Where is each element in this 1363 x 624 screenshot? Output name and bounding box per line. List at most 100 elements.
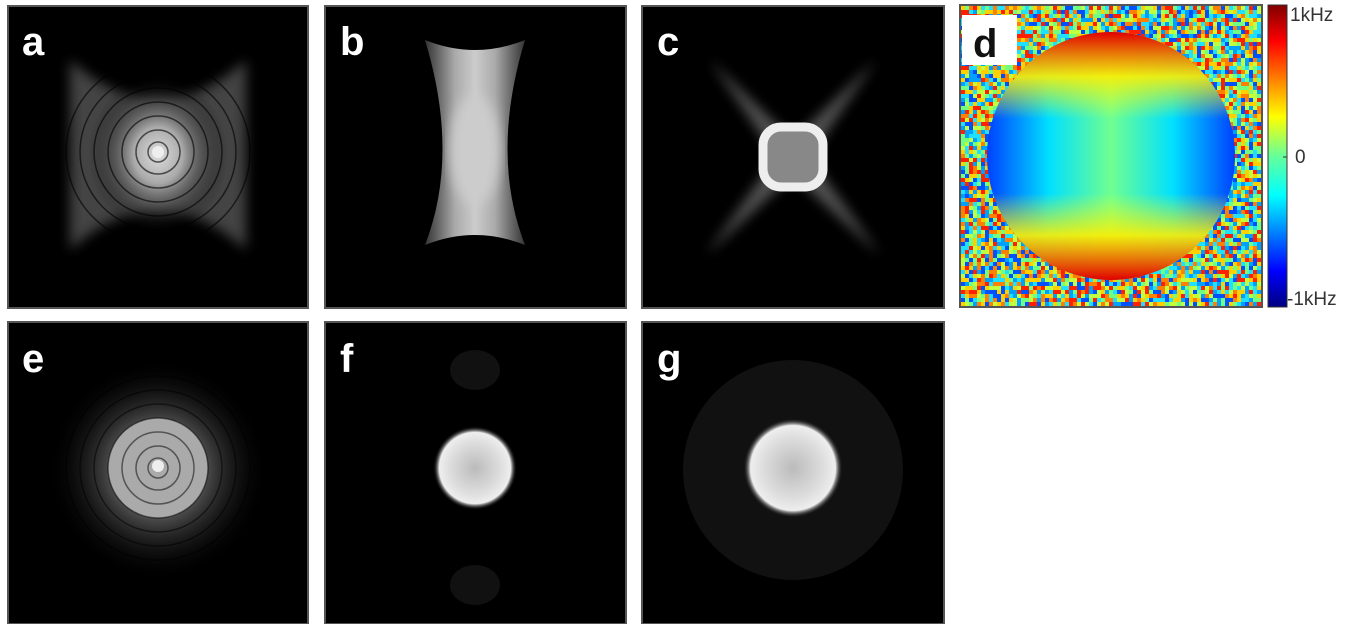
noise-cell	[985, 182, 989, 186]
noise-cell	[1229, 50, 1233, 54]
noise-cell	[1253, 186, 1257, 190]
noise-cell	[1081, 6, 1085, 10]
noise-cell	[1197, 266, 1201, 270]
noise-cell	[989, 222, 993, 226]
noise-cell	[1197, 50, 1201, 54]
noise-cell	[1237, 242, 1241, 246]
noise-cell	[1021, 50, 1025, 54]
noise-cell	[1253, 82, 1257, 86]
noise-cell	[981, 150, 985, 154]
noise-cell	[1233, 258, 1237, 262]
noise-cell	[1033, 46, 1037, 50]
noise-cell	[1069, 26, 1073, 30]
noise-cell	[1257, 54, 1261, 58]
noise-cell	[1241, 226, 1245, 230]
noise-cell	[1241, 82, 1245, 86]
noise-cell	[1049, 18, 1053, 22]
noise-cell	[993, 86, 997, 90]
noise-cell	[1157, 6, 1161, 10]
noise-cell	[985, 254, 989, 258]
noise-cell	[1249, 182, 1253, 186]
noise-cell	[1021, 258, 1025, 262]
noise-cell	[1037, 30, 1041, 34]
noise-cell	[1245, 86, 1249, 90]
noise-cell	[1141, 30, 1145, 34]
noise-cell	[1165, 10, 1169, 14]
noise-cell	[1097, 26, 1101, 30]
noise-cell	[1117, 26, 1121, 30]
noise-cell	[1165, 34, 1169, 38]
noise-cell	[1249, 194, 1253, 198]
noise-cell	[1229, 10, 1233, 14]
noise-cell	[969, 202, 973, 206]
noise-cell	[1213, 266, 1217, 270]
noise-cell	[1193, 262, 1197, 266]
noise-cell	[1133, 6, 1137, 10]
noise-cell	[1197, 250, 1201, 254]
noise-cell	[1225, 262, 1229, 266]
noise-cell	[1217, 266, 1221, 270]
noise-cell	[1241, 86, 1245, 90]
noise-cell	[1253, 30, 1257, 34]
noise-cell	[1241, 122, 1245, 126]
noise-cell	[1173, 30, 1177, 34]
noise-cell	[1213, 14, 1217, 18]
noise-cell	[1225, 82, 1229, 86]
noise-cell	[961, 114, 965, 118]
noise-cell	[1257, 118, 1261, 122]
noise-cell	[1205, 70, 1209, 74]
noise-cell	[1249, 78, 1253, 82]
noise-cell	[993, 94, 997, 98]
noise-cell	[1193, 258, 1197, 262]
noise-cell	[1045, 14, 1049, 18]
noise-cell	[1161, 30, 1165, 34]
noise-cell	[1109, 22, 1113, 26]
noise-cell	[989, 210, 993, 214]
noise-cell	[1185, 266, 1189, 270]
noise-cell	[965, 82, 969, 86]
noise-cell	[1121, 22, 1125, 26]
noise-cell	[1177, 266, 1181, 270]
noise-cell	[1241, 70, 1245, 74]
noise-cell	[1057, 270, 1061, 274]
noise-cell	[1033, 50, 1037, 54]
noise-cell	[1245, 214, 1249, 218]
noise-cell	[1065, 10, 1069, 14]
noise-cell	[973, 218, 977, 222]
noise-cell	[1249, 206, 1253, 210]
noise-cell	[1257, 62, 1261, 66]
noise-cell	[1169, 30, 1173, 34]
noise-cell	[1033, 270, 1037, 274]
noise-cell	[973, 178, 977, 182]
noise-cell	[1213, 262, 1217, 266]
noise-cell	[1049, 30, 1053, 34]
noise-cell	[1245, 190, 1249, 194]
noise-cell	[1213, 82, 1217, 86]
noise-cell	[997, 242, 1001, 246]
noise-cell	[1197, 22, 1201, 26]
noise-cell	[993, 66, 997, 70]
noise-cell	[1237, 14, 1241, 18]
noise-cell	[1229, 98, 1233, 102]
noise-cell	[1141, 14, 1145, 18]
noise-cell	[1181, 10, 1185, 14]
noise-cell	[1029, 42, 1033, 46]
noise-cell	[1233, 58, 1237, 62]
noise-cell	[1245, 54, 1249, 58]
noise-cell	[1229, 70, 1233, 74]
noise-cell	[965, 130, 969, 134]
noise-cell	[993, 250, 997, 254]
noise-cell	[1233, 186, 1237, 190]
noise-cell	[1233, 102, 1237, 106]
noise-cell	[1209, 70, 1213, 74]
noise-cell	[1045, 30, 1049, 34]
noise-cell	[1257, 134, 1261, 138]
noise-cell	[1245, 186, 1249, 190]
noise-cell	[997, 78, 1001, 82]
noise-cell	[1237, 114, 1241, 118]
noise-cell	[961, 162, 965, 166]
noise-cell	[1205, 46, 1209, 50]
noise-cell	[961, 194, 965, 198]
noise-cell	[981, 214, 985, 218]
noise-cell	[1197, 6, 1201, 10]
